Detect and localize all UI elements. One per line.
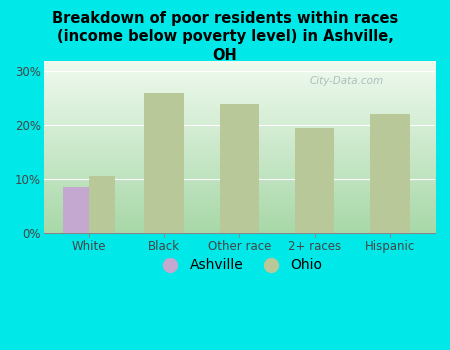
Text: City-Data.com: City-Data.com xyxy=(310,76,384,86)
Bar xyxy=(220,104,259,233)
Text: Breakdown of poor residents within races
(income below poverty level) in Ashvill: Breakdown of poor residents within races… xyxy=(52,10,398,63)
Bar xyxy=(295,128,334,233)
Legend: Ashville, Ohio: Ashville, Ohio xyxy=(151,253,328,278)
Bar xyxy=(144,93,184,233)
Bar xyxy=(370,114,410,233)
Bar xyxy=(63,187,89,233)
Bar xyxy=(89,176,115,233)
